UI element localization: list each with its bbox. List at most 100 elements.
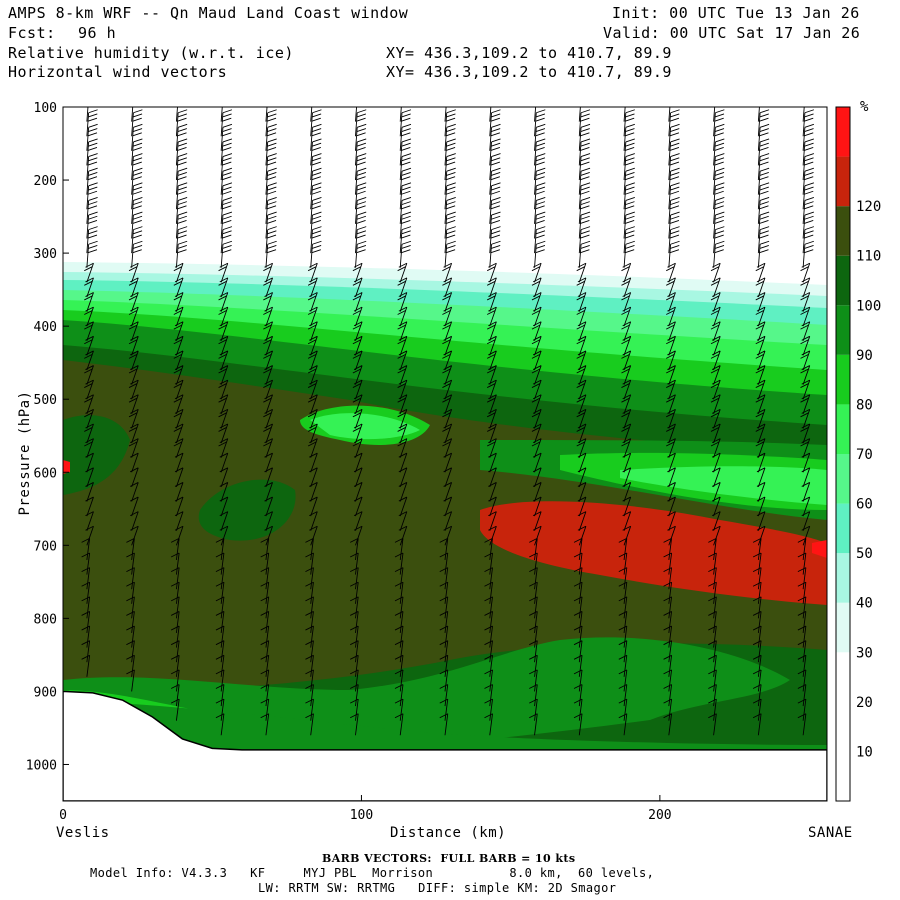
wind-barb-flag [711,335,721,341]
wind-barb-flag [305,567,314,573]
wind-barb-flag [711,394,721,400]
wind-barb-flag [443,423,452,429]
wind-barb-flag [622,525,631,531]
wind-barb-shaft [534,107,537,122]
wind-barb [131,107,134,122]
wind-barb [86,226,98,254]
wind-barb-shaft [623,321,632,341]
wind-barb [618,567,628,590]
wind-barb-flag [356,245,367,249]
wind-barb-flag [170,698,180,704]
wind-barb-flag [715,226,725,231]
wind-barb-flag [667,408,676,414]
wind-barb-shaft [175,321,184,341]
wind-barb-flag [394,640,404,646]
wind-barb-flag [394,698,404,704]
wind-barb-shaft [623,669,628,692]
wind-barb-shaft [175,423,184,444]
wind-barb-flag [536,123,546,128]
wind-barb-shaft [623,453,632,473]
wind-barb [708,713,717,736]
wind-barb [263,379,273,400]
wind-barb-flag [177,249,187,254]
wind-barb [84,423,94,444]
wind-barb-shaft [802,350,811,371]
wind-barb-flag [488,321,497,327]
wind-barb [310,123,322,151]
wind-barb-flag [305,640,314,646]
wind-barb-flag [353,408,363,414]
wind-barb [663,684,673,707]
wind-barb-shaft [175,567,180,590]
wind-barb-flag [311,157,322,162]
wind-barb-flag [490,220,501,224]
wind-barb [170,567,180,590]
wind-barb [488,525,497,546]
wind-barb-shaft [668,107,671,122]
wind-barb-flag [670,153,680,158]
wind-barb [131,211,143,239]
wind-barb [618,640,628,663]
wind-barb [623,167,635,195]
wind-barb [86,109,98,137]
wind-barb [310,240,322,268]
wind-barb [666,350,676,371]
wind-barb-flag [618,567,628,573]
wind-barb-shaft [220,626,225,648]
wind-barb-flag [264,292,273,297]
wind-barb-flag [170,669,180,675]
wind-barb-flag [85,423,94,429]
wind-barb-shaft [534,669,538,692]
wind-barb-shaft [802,453,811,473]
wind-barb-flag [488,482,497,487]
wind-barb-flag [622,423,631,429]
wind-barb-shaft [265,626,270,648]
wind-barb [353,511,363,531]
wind-barb-shaft [220,107,223,122]
wind-barb [484,654,493,677]
wind-barb-flag [132,230,143,235]
wind-barb-flag [401,132,411,137]
wind-barb-shaft [668,699,673,721]
wind-barb-flag [307,310,317,315]
wind-barb-flag [801,379,810,385]
wind-barb-flag [81,538,90,543]
wind-barb-flag [490,146,501,151]
wind-barb [573,538,583,560]
wind-barb-flag [266,117,277,122]
wind-barb-flag [177,220,187,224]
wind-barb [577,496,587,517]
wind-barb-flag [490,190,501,195]
wind-barb [352,394,363,414]
wind-barb-flag [666,383,675,388]
wind-barb-shaft [489,626,493,648]
wind-barb-shaft [534,582,538,604]
wind-barb-flag [622,496,631,502]
wind-barb-shaft [86,596,91,619]
wind-barb-flag [486,266,496,272]
wind-barb-flag [222,230,232,235]
wind-barb-shaft [399,438,408,458]
wind-barb-shaft [489,684,493,707]
wind-barb-flag [759,211,770,216]
wind-barb-flag [486,427,496,432]
wind-barb-flag [804,226,815,231]
wind-barb-flag [357,240,367,245]
wind-barb [173,394,184,414]
terrain-surface [63,690,827,801]
wind-barb-flag [267,109,277,114]
wind-barb-shaft [623,482,632,502]
wind-barb-flag [622,306,631,312]
wind-barb-flag [357,211,367,216]
wind-barb-flag [488,350,497,356]
wind-barb [175,182,188,210]
wind-barb-flag [666,310,675,315]
wind-barb-flag [356,117,366,122]
wind-barb-shaft [578,482,587,502]
wind-barb [84,262,94,283]
wind-barb [219,482,229,502]
wind-barb-shaft [534,394,542,414]
wind-barb-shaft [489,538,493,560]
wind-barb [309,482,318,502]
wind-barb-flag [133,109,143,114]
